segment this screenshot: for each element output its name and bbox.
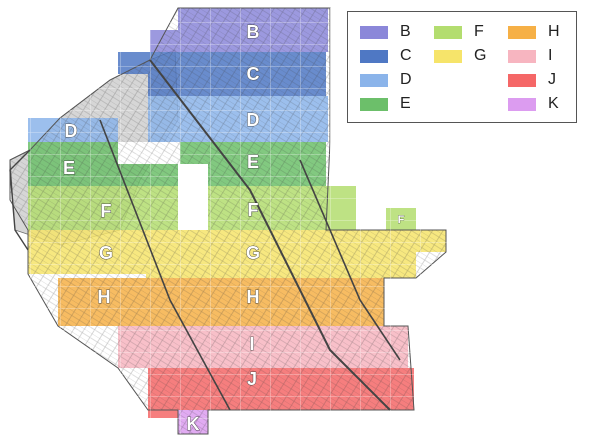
legend-item-f: F [434,23,484,41]
legend-label: E [400,95,411,112]
main-road [149,59,391,411]
zone-label: B [247,22,260,42]
zone-label: D [65,121,78,141]
legend-item-i: I [508,47,552,65]
zone-label: G [246,243,260,263]
legend: B C D E F G H I J K [347,11,577,123]
main-road [9,149,31,251]
zone-label: J [247,369,257,389]
zone-label: K [187,414,200,434]
uncovered-block [178,164,208,230]
main-road [99,119,231,411]
legend-swatch [360,49,388,63]
legend-swatch [360,73,388,87]
legend-swatch [508,97,536,111]
zone-label: G [99,243,113,263]
zone-label: E [63,158,75,178]
legend-item-c: C [360,47,412,65]
legend-swatch [508,25,536,39]
legend-swatch [434,49,462,63]
legend-label: C [400,47,412,64]
legend-label: D [400,71,412,88]
legend-swatch [360,97,388,111]
zone-label: H [247,287,260,307]
legend-item-d: D [360,71,412,89]
legend-swatch [508,73,536,87]
zone-label: E [247,152,259,172]
zone-label: F [248,200,259,220]
legend-label: I [548,47,553,64]
legend-label: K [548,95,559,112]
legend-item-j: J [508,71,556,89]
zone-label: F [398,214,405,226]
zone-label: H [98,287,111,307]
legend-item-e: E [360,95,411,113]
legend-swatch [508,49,536,63]
zone-label: I [249,334,254,354]
legend-label: B [400,23,411,40]
zone-labels: B C D D E E F F F G G H H I J K [63,22,405,435]
legend-swatch [360,25,388,39]
legend-item-h: H [508,23,560,41]
zone-label: D [247,110,260,130]
legend-item-g: G [434,47,486,65]
zone-label: F [101,201,112,221]
legend-item-b: B [360,23,411,41]
legend-label: F [474,23,484,40]
legend-swatch [434,25,462,39]
main-road [299,159,401,361]
legend-label: G [474,47,487,64]
legend-item-k: K [508,95,559,113]
legend-label: H [548,23,560,40]
zone-label: C [247,64,260,84]
legend-label: J [548,71,556,88]
